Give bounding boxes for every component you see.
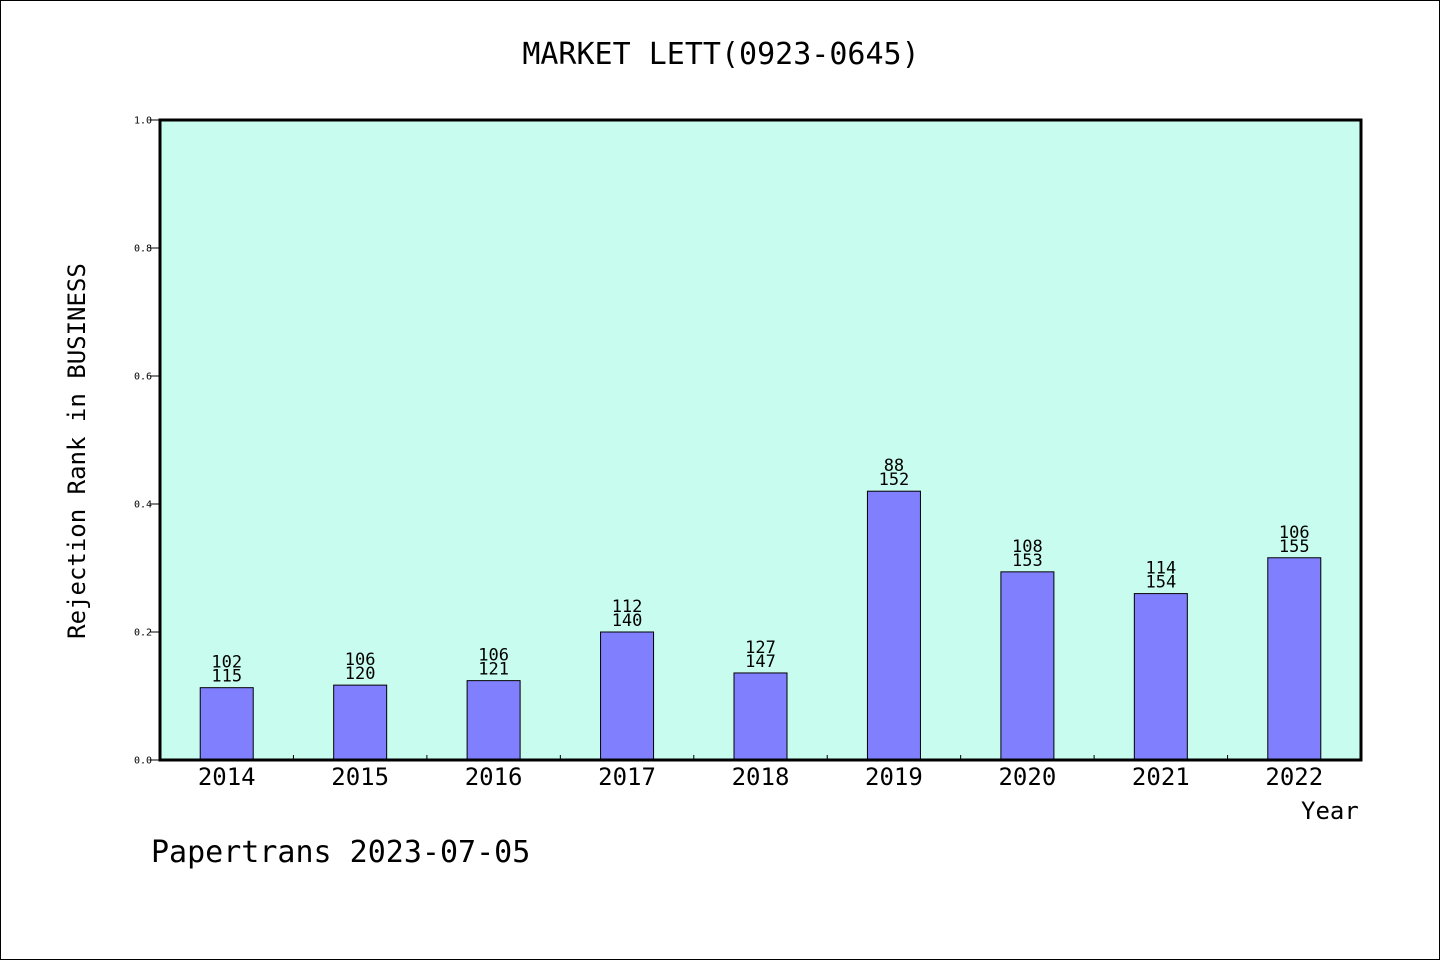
y-tick-label: 1.0 bbox=[134, 116, 152, 127]
bar bbox=[1267, 557, 1322, 761]
x-axis-label: Year bbox=[1301, 797, 1359, 825]
bar bbox=[199, 687, 254, 761]
bar-label-bottom: 153 bbox=[1012, 551, 1043, 571]
chart-title: MARKET LETT(0923-0645) bbox=[522, 37, 920, 72]
bar-label-bottom: 115 bbox=[211, 667, 242, 687]
bar-label-bottom: 120 bbox=[345, 664, 376, 684]
bar-label-top: 108 bbox=[1012, 537, 1043, 557]
bar-label-top: 102 bbox=[211, 653, 242, 673]
bar-label-bottom: 121 bbox=[478, 660, 509, 680]
y-tick-label: 0.2 bbox=[134, 628, 152, 639]
bar-label-bottom: 152 bbox=[879, 470, 910, 490]
plot-border bbox=[158, 118, 1363, 762]
y-tick-label: 0.6 bbox=[134, 372, 152, 383]
y-tick-label: 0.4 bbox=[134, 500, 152, 511]
bar-label-top: 106 bbox=[478, 646, 509, 666]
bar bbox=[866, 490, 921, 761]
bar-label-top: 106 bbox=[345, 650, 376, 670]
bar bbox=[733, 672, 788, 761]
bar bbox=[466, 680, 521, 761]
x-tick-label: 2016 bbox=[465, 763, 523, 791]
x-tick-label: 2018 bbox=[732, 763, 790, 791]
x-tick-label: 2015 bbox=[331, 763, 389, 791]
bar-label-bottom: 140 bbox=[612, 611, 643, 631]
bar-label-top: 106 bbox=[1279, 523, 1310, 543]
bar-label-bottom: 154 bbox=[1145, 573, 1176, 593]
bar bbox=[333, 684, 388, 761]
bar-label-top: 112 bbox=[612, 597, 643, 617]
x-tick-label: 2021 bbox=[1132, 763, 1190, 791]
y-tick-label: 0.8 bbox=[134, 244, 152, 255]
x-tick-label: 2022 bbox=[1265, 763, 1323, 791]
x-tick-label: 2019 bbox=[865, 763, 923, 791]
x-tick-label: 2014 bbox=[198, 763, 256, 791]
y-tick-label: 0.0 bbox=[134, 756, 152, 767]
bar-label-top: 88 bbox=[884, 456, 904, 476]
bar bbox=[1000, 571, 1055, 761]
footer-text: Papertrans 2023-07-05 bbox=[151, 835, 531, 870]
bar-label-top: 127 bbox=[745, 638, 776, 658]
bar-label-bottom: 147 bbox=[745, 652, 776, 672]
bar bbox=[600, 631, 655, 761]
bar bbox=[1133, 593, 1188, 761]
x-tick-label: 2020 bbox=[998, 763, 1056, 791]
x-tick-label: 2017 bbox=[598, 763, 656, 791]
bar-label-bottom: 155 bbox=[1279, 537, 1310, 557]
bar-label-top: 114 bbox=[1145, 559, 1176, 579]
